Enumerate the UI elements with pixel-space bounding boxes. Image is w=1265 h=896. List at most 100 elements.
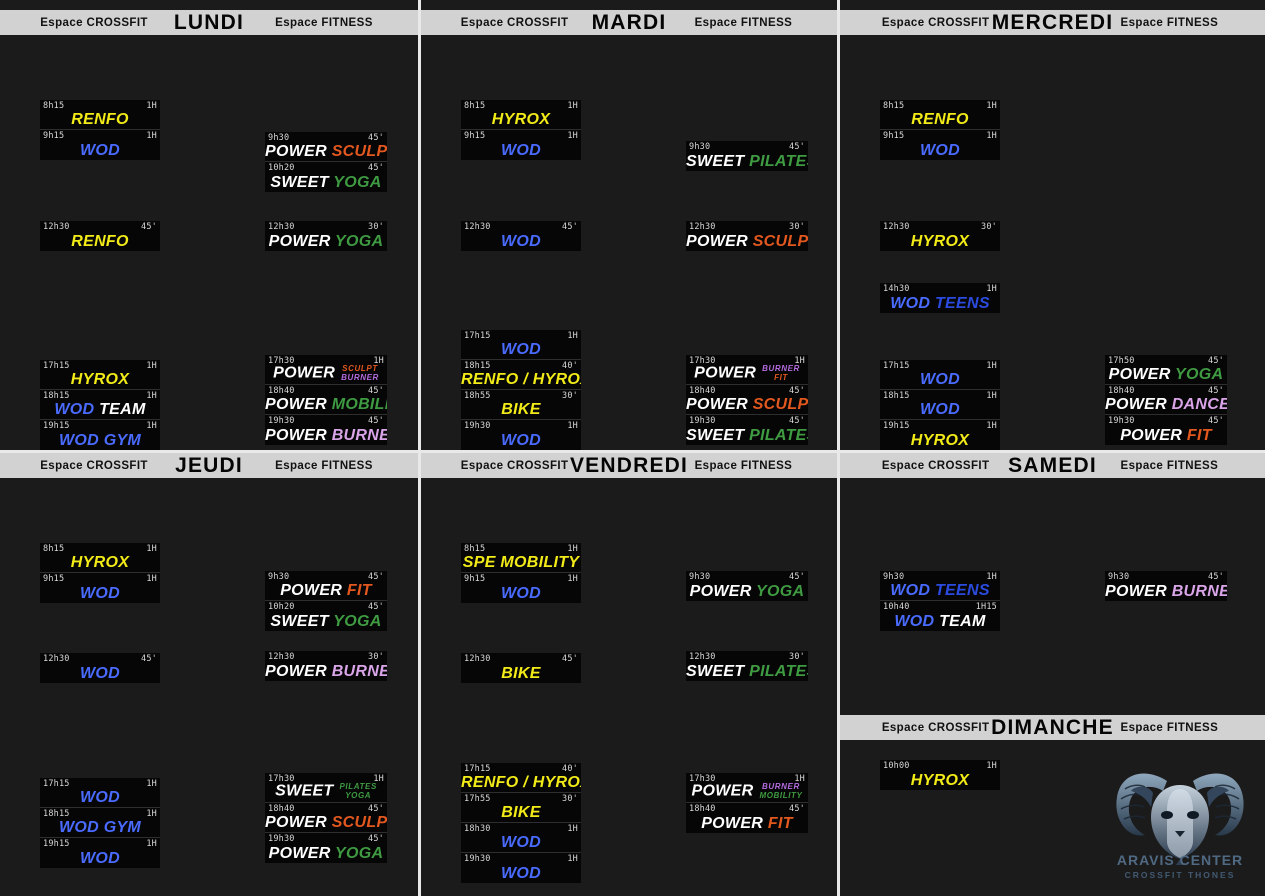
- session-card[interactable]: 8h15 1H SPE MOBILITY: [461, 543, 581, 573]
- session-card[interactable]: 17h50 45' POWER YOGA: [1105, 355, 1227, 385]
- session-card[interactable]: 9h15 1H WOD: [461, 130, 581, 160]
- session-card[interactable]: 17h30 1H POWER BURNER MOBILITY: [686, 773, 808, 803]
- session-title-dual: PILATES YOGA: [340, 782, 377, 800]
- session-title-part: FIT: [342, 582, 372, 599]
- session-card[interactable]: 12h30 30' HYROX: [880, 221, 1000, 251]
- session-card[interactable]: 10h20 45' SWEET YOGA: [265, 162, 387, 192]
- session-group-crossfit: 17h15 1H HYROX 18h15 1H WOD TEAM 19h15 1H WOD GY…: [40, 360, 160, 450]
- session-title: POWER SCULPT BURNER: [265, 364, 387, 383]
- session-card[interactable]: 14h30 1H WOD TEENS: [880, 283, 1000, 313]
- logo-title: ARAVIS CENTER: [1116, 852, 1244, 868]
- session-card[interactable]: 17h15 1H HYROX: [40, 360, 160, 390]
- session-card[interactable]: 12h30 45' BIKE: [461, 653, 581, 683]
- session-title-part: YOGA: [751, 583, 805, 600]
- session-title-part: POWER: [701, 815, 764, 832]
- session-title-part: POWER: [268, 233, 331, 250]
- session-card[interactable]: 10h20 45' SWEET YOGA: [265, 601, 387, 631]
- session-card[interactable]: 18h40 45' POWER DANCE: [1105, 385, 1227, 415]
- session-card[interactable]: 18h55 30' BIKE: [461, 390, 581, 420]
- session-title: WOD: [40, 850, 160, 867]
- session-card[interactable]: 19h15 1H HYROX: [880, 420, 1000, 450]
- session-title-part: WOD: [79, 665, 120, 682]
- session-title: HYROX: [880, 432, 1000, 449]
- session-title-part: MOBILITY: [759, 791, 803, 800]
- session-card[interactable]: 18h15 1H WOD: [880, 390, 1000, 420]
- session-card[interactable]: 17h30 1H SWEET PILATES YOGA: [265, 773, 387, 803]
- session-card[interactable]: 18h15 40' RENFO / HYROX: [461, 360, 581, 390]
- session-time: 19h30: [1108, 416, 1135, 426]
- session-card[interactable]: 8h15 1H HYROX: [40, 543, 160, 573]
- session-card[interactable]: 12h30 45' WOD: [461, 221, 581, 251]
- session-card[interactable]: 17h15 1H WOD: [461, 330, 581, 360]
- session-time: 9h30: [883, 572, 905, 582]
- session-title-part: WOD: [894, 613, 935, 630]
- session-time: 18h55: [464, 391, 491, 401]
- session-title-part: PILATES: [749, 153, 808, 170]
- session-card[interactable]: 17h15 1H WOD: [880, 360, 1000, 390]
- session-card[interactable]: 19h15 1H WOD GYM: [40, 420, 160, 450]
- session-card[interactable]: 8h15 1H HYROX: [461, 100, 581, 130]
- session-duration: 30': [368, 222, 384, 232]
- session-card[interactable]: 19h30 1H WOD: [461, 420, 581, 450]
- session-card[interactable]: 12h30 45' RENFO: [40, 221, 160, 251]
- session-card[interactable]: 8h15 1H RENFO: [40, 100, 160, 130]
- espace-crossfit-label: Espace CROSSFIT: [460, 16, 569, 29]
- session-card[interactable]: 9h15 1H WOD: [40, 573, 160, 603]
- session-card[interactable]: 9h30 1H WOD TEENS: [880, 571, 1000, 601]
- session-card[interactable]: 17h15 40' RENFO / HYROX: [461, 763, 581, 793]
- session-card[interactable]: 9h30 45' POWER YOGA: [686, 571, 808, 601]
- session-card[interactable]: 18h30 1H WOD: [461, 823, 581, 853]
- session-time: 17h30: [689, 356, 716, 366]
- session-title-part: SWEET: [275, 782, 334, 800]
- session-title-part: HYROX: [491, 111, 551, 128]
- session-card[interactable]: 17h30 1H POWER BURNER FIT: [686, 355, 808, 385]
- session-card[interactable]: 19h30 1H WOD: [461, 853, 581, 883]
- session-card[interactable]: 12h30 45' WOD: [40, 653, 160, 683]
- session-time: 18h15: [464, 361, 491, 371]
- session-group-crossfit: 17h15 40' RENFO / HYROX 17h55 30' BIKE 18h30 1H…: [461, 763, 581, 883]
- session-card[interactable]: 12h30 30' POWER YOGA: [265, 221, 387, 251]
- session-card[interactable]: 10h00 1H HYROX: [880, 760, 1000, 790]
- session-card[interactable]: 18h40 45' POWER FIT: [686, 803, 808, 833]
- session-card[interactable]: 19h30 45' POWER YOGA: [265, 833, 387, 863]
- session-duration: 1H: [146, 809, 157, 819]
- session-title-part: HYROX: [910, 772, 970, 789]
- session-title: HYROX: [461, 111, 581, 128]
- session-card[interactable]: 17h30 1H POWER SCULPT BURNER: [265, 355, 387, 385]
- session-card[interactable]: 8h15 1H RENFO: [880, 100, 1000, 130]
- session-title-part: HYROX: [70, 371, 130, 388]
- day-header-mardi: Espace CROSSFIT MARDI Espace FITNESS: [421, 10, 837, 35]
- session-title: RENFO: [880, 111, 1000, 128]
- day-name-label: SAMEDI: [1008, 453, 1097, 477]
- session-card[interactable]: 18h15 1H WOD GYM: [40, 808, 160, 838]
- session-card[interactable]: 19h30 45' POWER FIT: [1105, 415, 1227, 445]
- session-duration: 45': [368, 133, 384, 143]
- session-time: 17h15: [464, 764, 491, 774]
- session-title: SPE MOBILITY: [461, 554, 581, 571]
- session-card[interactable]: 9h15 1H WOD: [40, 130, 160, 160]
- espace-fitness-label: Espace FITNESS: [1120, 16, 1219, 29]
- session-card[interactable]: 17h55 30' BIKE: [461, 793, 581, 823]
- session-card[interactable]: 18h15 1H WOD TEAM: [40, 390, 160, 420]
- session-title-part: YOGA: [345, 791, 372, 800]
- session-card[interactable]: 9h15 1H WOD: [461, 573, 581, 603]
- session-card[interactable]: 9h30 45' POWER FIT: [265, 571, 387, 601]
- session-title-part: RENFO / HYROX: [461, 371, 581, 388]
- session-card[interactable]: 19h15 1H WOD: [40, 838, 160, 868]
- session-card[interactable]: 9h15 1H WOD: [880, 130, 1000, 160]
- session-time: 10h00: [883, 761, 910, 771]
- session-card[interactable]: 10h40 1H15 WOD TEAM: [880, 601, 1000, 631]
- session-card[interactable]: 17h15 1H WOD: [40, 778, 160, 808]
